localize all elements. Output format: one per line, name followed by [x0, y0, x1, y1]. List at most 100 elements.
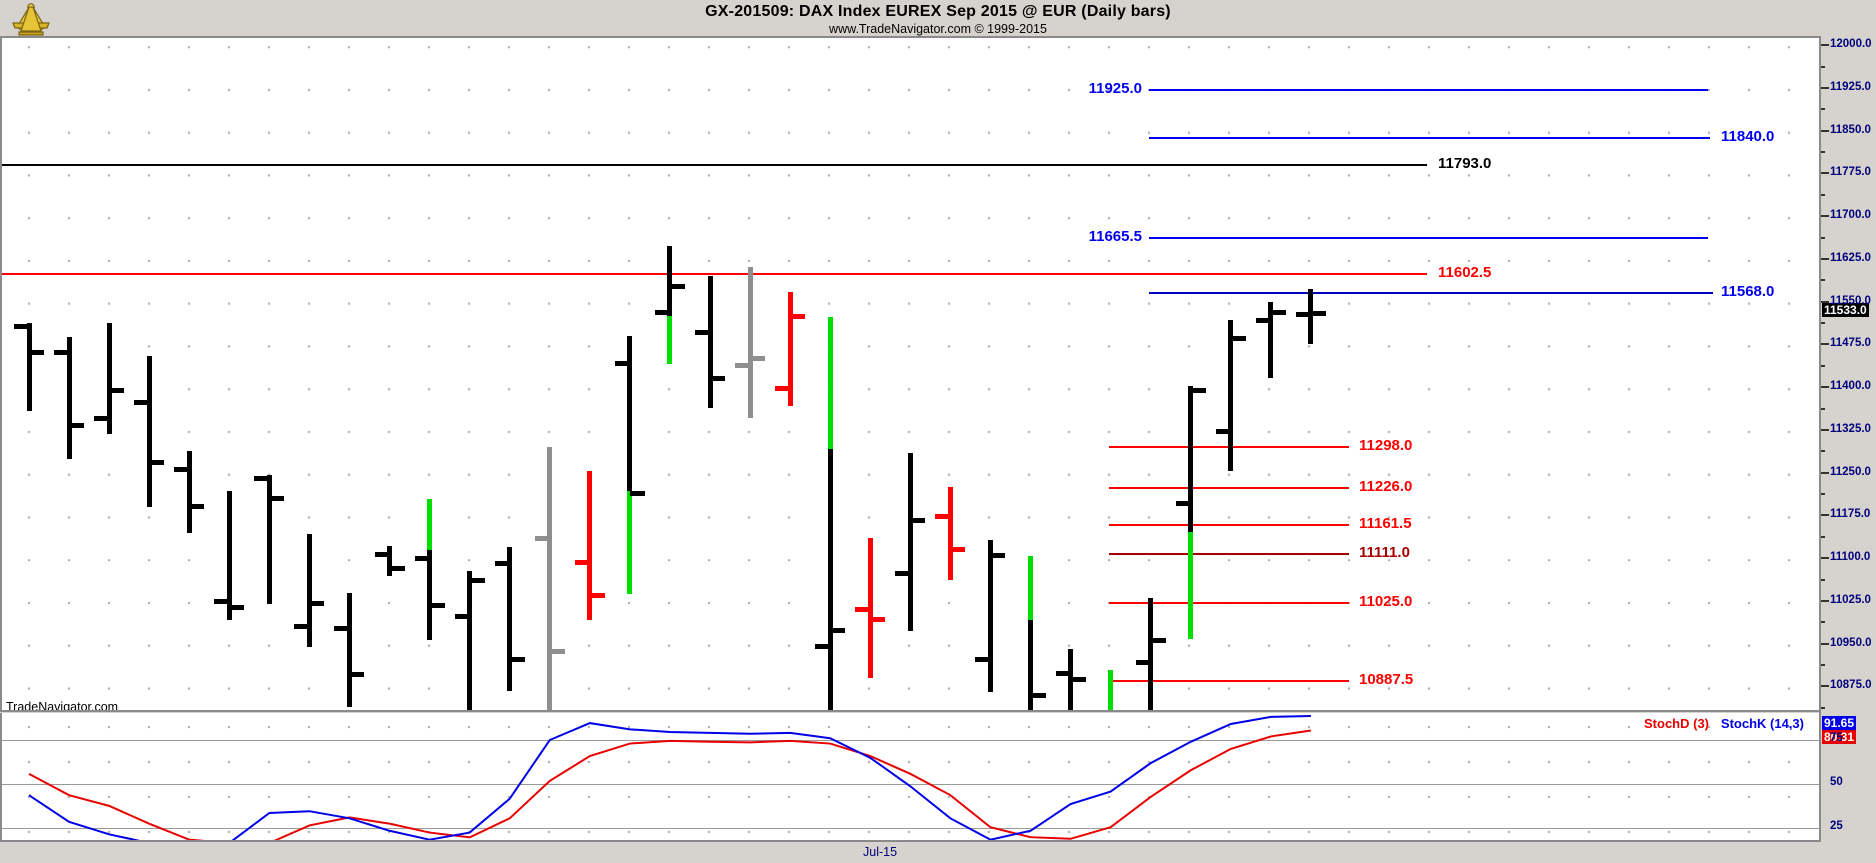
price-chart-pane[interactable]: TradeNavigator.com 11925.0 11840.0 11793.0… [0, 36, 1819, 712]
ohlc-bar [867, 538, 873, 679]
axis-minor-tick [1821, 279, 1825, 282]
date-tick-label: Jul-15 [863, 845, 898, 859]
ohlc-close-tick [429, 603, 445, 609]
ohlc-open-tick [414, 556, 430, 562]
stochk-legend-label: StochK (14,3) [1720, 716, 1804, 731]
axis-tick [1821, 44, 1829, 47]
axis-minor-tick [1821, 706, 1825, 709]
ohlc-bar [427, 549, 433, 641]
price-level-line [1149, 292, 1713, 295]
ohlc-bar [987, 540, 993, 692]
ohlc-bar [507, 547, 513, 692]
stoch-gridline [2, 784, 1819, 785]
ohlc-open-tick [1215, 428, 1231, 434]
ohlc-open-tick [1255, 317, 1271, 323]
ohlc-bar [427, 498, 433, 550]
axis-tick-label: 10875.0 [1830, 679, 1872, 692]
ohlc-open-tick [1055, 670, 1071, 676]
axis-tick [1821, 215, 1829, 218]
ohlc-bar [547, 447, 553, 710]
price-level-label: 11161.5 [1359, 515, 1412, 533]
axis-tick-label: 11850.0 [1830, 123, 1871, 136]
axis-minor-tick [1821, 578, 1825, 581]
ohlc-close-tick [549, 648, 565, 654]
ohlc-bar [627, 490, 633, 595]
ohlc-open-tick [695, 329, 711, 335]
ohlc-bar [947, 486, 953, 580]
ohlc-close-tick [990, 552, 1006, 558]
ohlc-open-tick [855, 606, 871, 612]
ohlc-close-tick [910, 518, 926, 524]
price-level-label: 11111.0 [1359, 543, 1410, 561]
stoch-scale-label: 25 [1830, 820, 1843, 832]
stochk-value-badge: 91.65 [1822, 716, 1857, 730]
ohlc-close-tick [950, 547, 966, 553]
ohlc-close-tick [469, 577, 485, 583]
ohlc-close-tick [29, 350, 44, 356]
axis-minor-tick [1821, 493, 1825, 496]
stoch-gridline [2, 740, 1819, 741]
ohlc-bar [827, 449, 833, 710]
ohlc-open-tick [294, 624, 310, 630]
ohlc-open-tick [374, 552, 390, 558]
ohlc-open-tick [54, 349, 70, 355]
ohlc-bar [667, 246, 673, 317]
stochastic-pane[interactable]: StochD (3) StochK (14,3) [0, 713, 1819, 842]
ohlc-bar [467, 570, 473, 710]
price-level-line [1149, 89, 1708, 91]
price-level-label: 11298.0 [1359, 437, 1413, 455]
ohlc-bar [306, 534, 312, 648]
ohlc-open-tick [174, 467, 190, 473]
chart-title: GX-201509: DAX Index EUREX Sep 2015 @ EU… [705, 3, 1171, 20]
ohlc-open-tick [1175, 501, 1191, 507]
axis-tick [1821, 343, 1829, 346]
ohlc-close-tick [629, 491, 645, 497]
ohlc-open-tick [975, 656, 991, 662]
ohlc-open-tick [214, 598, 230, 604]
ohlc-open-tick [1135, 660, 1151, 666]
price-level-label: 11840.0 [1721, 128, 1775, 146]
price-level-line [1109, 601, 1349, 604]
axis-minor-tick [1821, 65, 1825, 68]
axis-tick [1821, 87, 1829, 89]
ohlc-bar [26, 322, 32, 411]
axis-tick [1821, 257, 1829, 260]
axis-minor-tick [1821, 621, 1825, 624]
price-level-line [1109, 680, 1349, 683]
ohlc-open-tick [654, 310, 670, 316]
ohlc-close-tick [1150, 637, 1166, 643]
price-level-label: 10887.5 [1359, 671, 1414, 689]
price-level-label: 11568.0 [1721, 283, 1775, 301]
ohlc-open-tick [94, 415, 110, 421]
trade-navigator-logo-icon [7, 1, 55, 37]
price-axis[interactable]: 11533.0 91.65 80.31 12000.0 11925.0 11850.… [1819, 36, 1876, 842]
ohlc-open-tick [815, 643, 831, 649]
axis-tick-label: 11400.0 [1830, 380, 1871, 393]
date-axis[interactable]: Jul-15 [0, 842, 1876, 863]
axis-minor-tick [1821, 236, 1825, 239]
ohlc-open-tick [534, 535, 550, 541]
axis-tick [1821, 514, 1829, 517]
price-level-label: 11665.5 [1088, 227, 1142, 245]
ohlc-open-tick [134, 399, 150, 405]
axis-tick [1821, 599, 1829, 602]
ohlc-open-tick [454, 613, 470, 619]
ohlc-bar [106, 322, 112, 435]
ohlc-open-tick [494, 560, 510, 566]
ohlc-close-tick [1310, 310, 1326, 316]
ohlc-close-tick [830, 628, 846, 634]
ohlc-close-tick [309, 601, 325, 607]
ohlc-bar [827, 316, 833, 450]
ohlc-close-tick [669, 284, 685, 290]
axis-tick [1821, 471, 1829, 474]
ohlc-bar [707, 276, 713, 409]
ohlc-bar [1228, 320, 1234, 472]
price-level-label: 11025.0 [1359, 592, 1413, 610]
ohlc-close-tick [790, 314, 806, 320]
axis-tick-label: 11700.0 [1830, 209, 1871, 222]
ohlc-open-tick [614, 361, 630, 367]
axis-minor-tick [1821, 322, 1825, 325]
ohlc-bar [587, 471, 593, 621]
axis-tick [1821, 642, 1829, 645]
